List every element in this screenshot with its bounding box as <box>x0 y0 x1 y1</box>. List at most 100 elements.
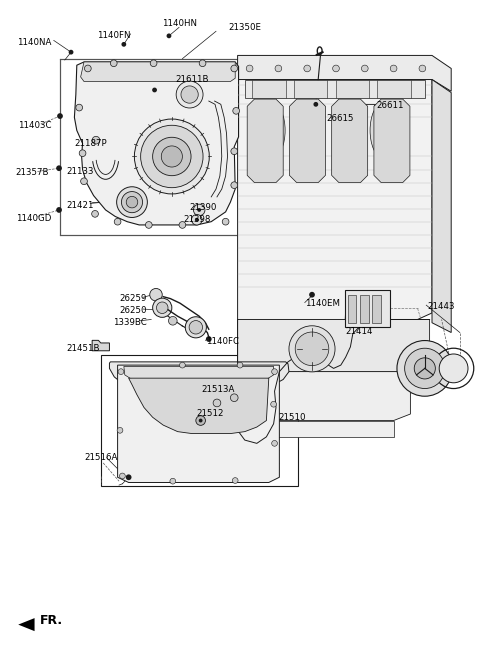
Circle shape <box>134 119 209 194</box>
Text: 21611B: 21611B <box>175 75 209 84</box>
Polygon shape <box>252 80 286 98</box>
Polygon shape <box>377 80 411 98</box>
Circle shape <box>232 478 238 483</box>
Text: 21187P: 21187P <box>74 139 107 148</box>
Polygon shape <box>118 365 279 482</box>
Circle shape <box>189 321 203 334</box>
Circle shape <box>333 65 339 72</box>
Circle shape <box>271 402 276 407</box>
Text: 21510: 21510 <box>278 413 306 422</box>
Text: 21516A: 21516A <box>84 453 118 462</box>
Circle shape <box>84 65 91 72</box>
Text: 1140FN: 1140FN <box>97 31 131 40</box>
Ellipse shape <box>334 104 357 156</box>
Text: 21414: 21414 <box>346 327 373 336</box>
Text: 1140HN: 1140HN <box>163 19 197 28</box>
Text: 1140GD: 1140GD <box>16 214 51 223</box>
Text: 21512: 21512 <box>197 409 224 418</box>
Circle shape <box>156 302 168 314</box>
Text: 21443: 21443 <box>427 302 455 311</box>
Polygon shape <box>238 372 410 421</box>
Circle shape <box>439 354 468 383</box>
Circle shape <box>150 60 157 67</box>
Circle shape <box>295 332 329 366</box>
Circle shape <box>195 218 199 222</box>
Circle shape <box>167 33 171 38</box>
Polygon shape <box>345 290 390 327</box>
Polygon shape <box>74 62 239 225</box>
Circle shape <box>170 479 176 484</box>
Circle shape <box>69 50 73 55</box>
Text: 21390: 21390 <box>190 203 217 213</box>
Circle shape <box>161 146 182 167</box>
Text: 1140FC: 1140FC <box>206 337 240 346</box>
Circle shape <box>126 196 138 208</box>
Circle shape <box>92 211 98 217</box>
Circle shape <box>150 288 162 301</box>
Polygon shape <box>247 99 283 183</box>
Circle shape <box>153 138 191 175</box>
Polygon shape <box>360 295 369 323</box>
Polygon shape <box>92 340 109 351</box>
Circle shape <box>397 340 453 396</box>
Circle shape <box>56 166 62 171</box>
Bar <box>60 59 245 235</box>
Text: 1339BC: 1339BC <box>113 318 146 327</box>
Circle shape <box>222 218 229 225</box>
Text: 26250: 26250 <box>119 306 146 315</box>
Polygon shape <box>374 99 410 183</box>
Circle shape <box>231 148 238 155</box>
Circle shape <box>272 369 277 374</box>
Text: 21421: 21421 <box>66 201 94 210</box>
Circle shape <box>168 316 177 325</box>
Polygon shape <box>238 55 451 91</box>
Circle shape <box>92 136 100 144</box>
Circle shape <box>126 475 132 480</box>
Circle shape <box>56 207 62 213</box>
Circle shape <box>145 222 152 228</box>
Circle shape <box>213 399 221 407</box>
Text: 21133: 21133 <box>66 167 94 176</box>
Circle shape <box>230 394 238 402</box>
Circle shape <box>118 369 124 374</box>
Circle shape <box>141 125 203 188</box>
Polygon shape <box>238 80 432 319</box>
Polygon shape <box>336 80 369 98</box>
Text: 21398: 21398 <box>184 215 211 224</box>
Circle shape <box>206 336 212 342</box>
Polygon shape <box>348 295 356 323</box>
Circle shape <box>185 317 206 338</box>
Circle shape <box>196 416 205 425</box>
Polygon shape <box>372 295 381 323</box>
Text: 26611: 26611 <box>377 101 404 110</box>
Circle shape <box>390 65 397 72</box>
Polygon shape <box>294 80 327 98</box>
Text: 21350E: 21350E <box>228 23 261 32</box>
Bar <box>101 355 298 486</box>
Circle shape <box>197 208 201 212</box>
Ellipse shape <box>298 104 321 156</box>
Circle shape <box>237 363 243 368</box>
Circle shape <box>110 60 117 67</box>
Circle shape <box>180 363 185 368</box>
Circle shape <box>289 326 335 372</box>
Text: 11403C: 11403C <box>18 121 52 130</box>
Circle shape <box>313 102 318 107</box>
Polygon shape <box>245 80 425 98</box>
Circle shape <box>153 298 172 318</box>
Polygon shape <box>81 62 235 82</box>
Ellipse shape <box>262 104 285 156</box>
Circle shape <box>414 358 435 379</box>
Circle shape <box>275 65 282 72</box>
Circle shape <box>304 65 311 72</box>
Text: 26259: 26259 <box>119 294 146 303</box>
Circle shape <box>81 178 87 185</box>
Circle shape <box>181 86 198 103</box>
Circle shape <box>233 108 240 114</box>
Text: 1140NA: 1140NA <box>17 38 52 47</box>
Circle shape <box>193 204 205 216</box>
Circle shape <box>272 441 277 446</box>
Circle shape <box>246 65 253 72</box>
Polygon shape <box>129 378 269 434</box>
Polygon shape <box>109 362 289 388</box>
